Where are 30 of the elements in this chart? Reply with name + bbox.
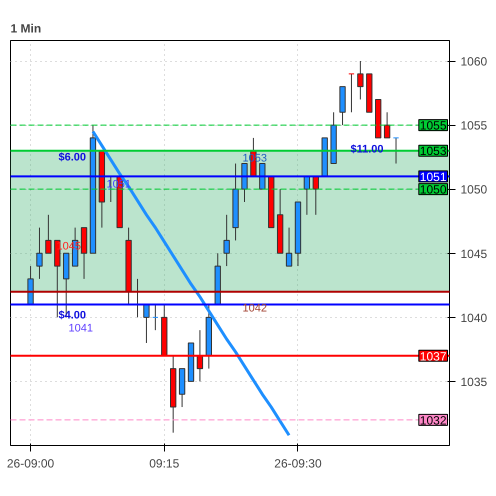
candlestick [286, 227, 292, 267]
y-tick-label: 1040 [460, 310, 488, 325]
y-tick-label: 1045 [460, 246, 488, 261]
chart-title: 1 Min [10, 22, 42, 36]
candlestick [152, 304, 159, 331]
annotation: $6.00 [58, 152, 86, 164]
ref-line-label: 1053 [420, 144, 447, 158]
x-tick-label: 09:15 [149, 456, 180, 470]
candlestick [384, 112, 390, 138]
candlestick [223, 214, 230, 267]
ref-line-label: 1051 [420, 170, 447, 184]
ref-line-label: 1032 [420, 413, 447, 428]
candlestick [392, 137, 400, 164]
candlestick [357, 60, 364, 100]
line-series [91, 130, 291, 437]
y-tick-label: 1055 [460, 118, 488, 133]
x-tick-label: 26-09:30 [274, 456, 322, 470]
candlestick [36, 227, 43, 280]
y-tick-label: 1060 [460, 54, 488, 69]
ref-line-label: 1050 [420, 182, 447, 197]
candlestick [348, 73, 355, 113]
ref-line-label: 1055 [420, 118, 447, 133]
annotation: 1041 [68, 322, 93, 334]
candlestick [45, 214, 52, 254]
x-tick-label: 26-09:00 [6, 456, 55, 470]
y-tick-label: 1050 [460, 182, 488, 197]
y-tick-label: 1035 [460, 374, 488, 389]
annotation: $4.00 [58, 310, 86, 322]
annotation: 1042 [242, 302, 267, 314]
ref-line-label: 1037 [420, 349, 447, 364]
